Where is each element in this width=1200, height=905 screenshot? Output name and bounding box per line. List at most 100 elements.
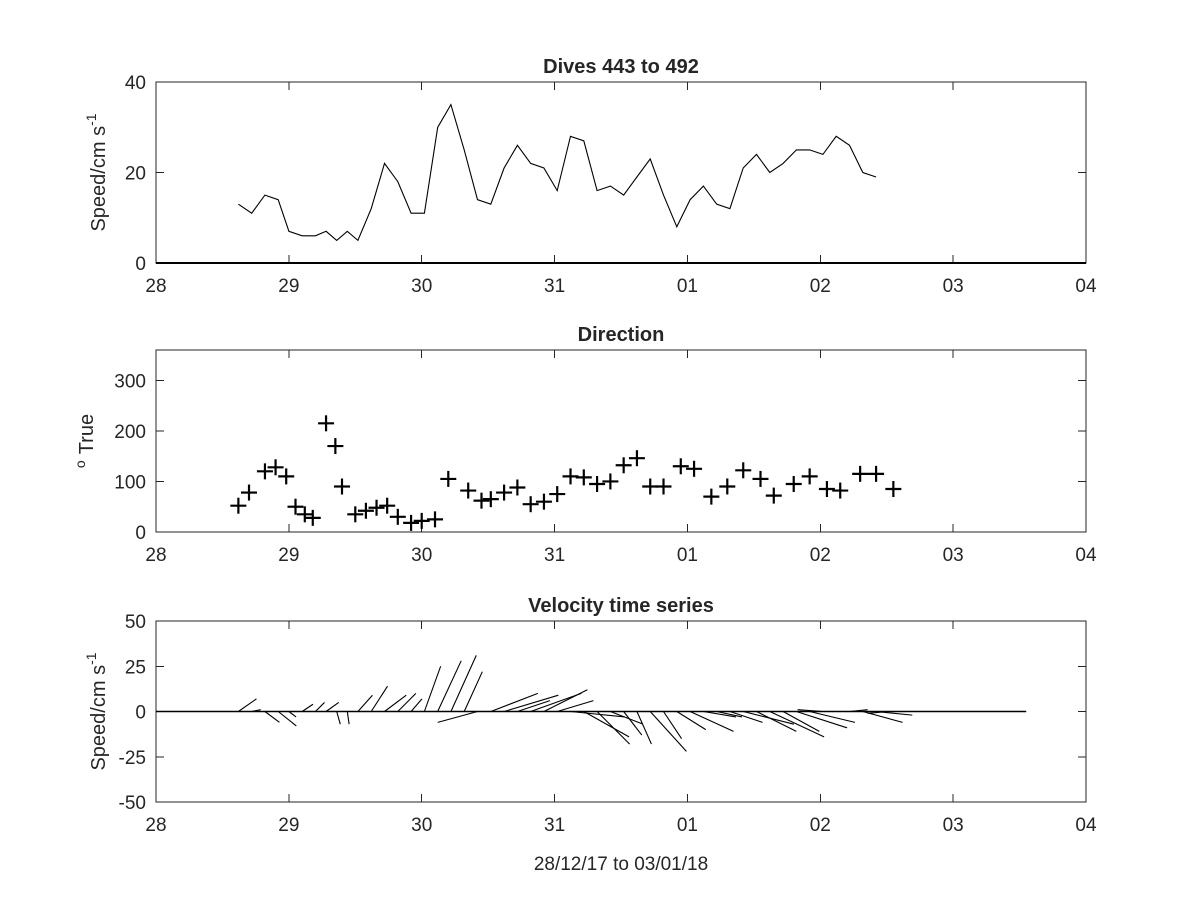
x-tick-label: 29 bbox=[278, 815, 299, 836]
direction-point bbox=[832, 482, 849, 499]
direction-point bbox=[719, 478, 736, 495]
velocity-stick bbox=[663, 711, 683, 739]
direction-point bbox=[655, 478, 672, 495]
y-tick-label: 50 bbox=[125, 612, 146, 633]
velocity-stick bbox=[689, 711, 734, 732]
x-tick-label: 31 bbox=[544, 815, 565, 836]
velocity-stick bbox=[517, 700, 551, 713]
panel-2: Direction 28 29 30 31 01 02 03 04 0 100 200 300 o True bbox=[72, 324, 1097, 566]
velocity-stick bbox=[623, 711, 643, 736]
direction-point bbox=[801, 468, 818, 485]
velocity-stick bbox=[450, 655, 477, 712]
direction-point bbox=[230, 497, 247, 514]
velocity-stick bbox=[463, 671, 483, 712]
x-tick-label: 03 bbox=[943, 545, 964, 566]
direction-point bbox=[765, 487, 782, 504]
direction-point bbox=[427, 511, 443, 528]
velocity-stick bbox=[676, 711, 707, 731]
direction-point bbox=[304, 509, 321, 526]
velocity-stick bbox=[423, 666, 442, 712]
x-tick-label: 30 bbox=[411, 276, 432, 297]
velocity-stick bbox=[809, 710, 856, 723]
velocity-stick bbox=[264, 711, 280, 723]
x-tick-label: 02 bbox=[810, 276, 831, 297]
y-tick-label: -50 bbox=[119, 793, 146, 814]
direction-point bbox=[785, 475, 802, 492]
direction-point bbox=[735, 462, 752, 479]
y-tick-label: 40 bbox=[125, 73, 146, 94]
y-axis-label-sup: -1 bbox=[83, 113, 99, 126]
y-axis-label: Speed/cm s-1 bbox=[83, 652, 110, 770]
velocity-stick bbox=[867, 710, 890, 714]
direction-point bbox=[575, 469, 592, 486]
axes-box bbox=[155, 81, 1087, 264]
direction-point bbox=[535, 493, 552, 510]
velocity-stick bbox=[716, 710, 743, 718]
chart-title: Direction bbox=[578, 324, 665, 346]
direction-point bbox=[368, 499, 385, 516]
y-tick-label: 300 bbox=[114, 371, 146, 392]
y-tick-label: 20 bbox=[125, 164, 146, 185]
velocity-stick bbox=[288, 711, 297, 718]
direction-point bbox=[389, 508, 406, 525]
velocity-stick bbox=[410, 698, 423, 712]
direction-point bbox=[413, 512, 430, 529]
velocity-stick bbox=[636, 711, 652, 745]
direction-point bbox=[885, 481, 902, 498]
y-axis-label-sup: o bbox=[72, 460, 88, 468]
velocity-stick bbox=[649, 711, 687, 752]
x-tick-label: 02 bbox=[810, 545, 831, 566]
panel-3: Velocity time series 28 29 30 31 01 02 03 04 50 25… bbox=[83, 595, 1097, 836]
x-tick-label: 01 bbox=[677, 545, 698, 566]
direction-point bbox=[496, 484, 513, 501]
velocity-stick bbox=[543, 689, 588, 712]
direction-point bbox=[334, 478, 350, 495]
x-tick-label: 04 bbox=[1075, 276, 1097, 297]
y-axis-label-main: Speed/cm s bbox=[88, 126, 110, 232]
velocity-stick bbox=[277, 711, 297, 727]
y-axis-label-main: Speed/cm s bbox=[88, 665, 110, 771]
velocity-stick bbox=[370, 685, 388, 712]
x-tick-label: 28 bbox=[145, 276, 166, 297]
velocity-stick bbox=[346, 711, 350, 725]
velocity-stick bbox=[583, 711, 630, 738]
velocity-stick bbox=[315, 702, 325, 712]
velocity-stick bbox=[596, 711, 631, 745]
direction-point bbox=[818, 481, 835, 498]
direction-point bbox=[686, 460, 703, 477]
y-axis-label-sup: -1 bbox=[83, 652, 99, 665]
x-tick-label: 04 bbox=[1075, 815, 1097, 836]
direction-point bbox=[615, 457, 632, 474]
velocity-stick bbox=[336, 711, 341, 725]
direction-point bbox=[403, 514, 420, 531]
speed-series-line bbox=[238, 103, 877, 242]
direction-point bbox=[440, 470, 457, 487]
x-tick-label: 03 bbox=[943, 276, 964, 297]
direction-point bbox=[278, 468, 295, 485]
y-axis-label: Speed/cm s-1 bbox=[83, 113, 110, 231]
direction-point bbox=[672, 458, 689, 475]
direction-point bbox=[296, 506, 313, 523]
direction-point bbox=[602, 473, 619, 490]
x-tick-label: 28 bbox=[145, 815, 166, 836]
direction-point bbox=[460, 482, 477, 499]
velocity-stick bbox=[251, 709, 261, 713]
y-axis-label-main: True bbox=[76, 414, 98, 454]
velocity-stick bbox=[437, 710, 478, 723]
y-tick-label: 0 bbox=[135, 703, 146, 724]
velocity-stick bbox=[397, 693, 417, 712]
direction-point bbox=[318, 415, 335, 432]
velocity-stick bbox=[437, 660, 462, 712]
velocity-stick bbox=[557, 700, 594, 713]
velocity-stick bbox=[610, 710, 644, 725]
x-tick-label: 30 bbox=[411, 815, 432, 836]
x-axis-label: 28/12/17 to 03/01/18 bbox=[534, 854, 708, 875]
direction-point bbox=[752, 470, 769, 487]
direction-point bbox=[256, 463, 273, 480]
direction-point bbox=[703, 488, 720, 505]
direction-point bbox=[509, 479, 526, 496]
direction-point bbox=[868, 465, 885, 482]
x-tick-label: 01 bbox=[677, 815, 698, 836]
y-tick-label: 0 bbox=[135, 254, 146, 275]
